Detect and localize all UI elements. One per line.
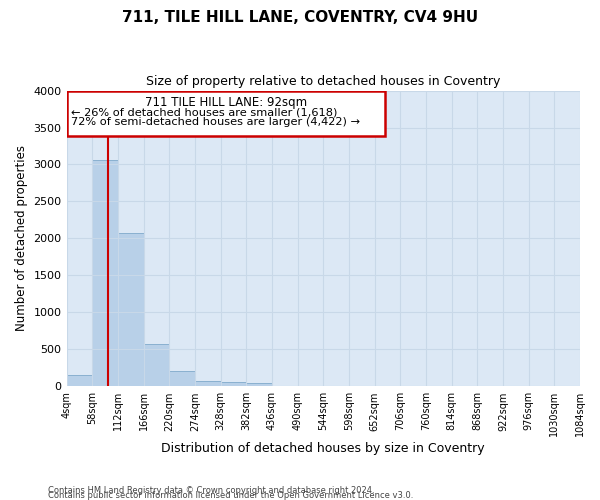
Bar [118, 234, 143, 386]
Text: 711 TILE HILL LANE: 92sqm: 711 TILE HILL LANE: 92sqm [145, 96, 307, 110]
Bar [143, 344, 169, 387]
Text: Contains public sector information licensed under the Open Government Licence v3: Contains public sector information licen… [48, 491, 413, 500]
Bar [195, 381, 221, 386]
Bar [92, 160, 118, 386]
Bar [246, 382, 272, 386]
Title: Size of property relative to detached houses in Coventry: Size of property relative to detached ho… [146, 75, 500, 88]
X-axis label: Distribution of detached houses by size in Coventry: Distribution of detached houses by size … [161, 442, 485, 455]
Bar [169, 371, 195, 386]
Text: 72% of semi-detached houses are larger (4,422) →: 72% of semi-detached houses are larger (… [71, 117, 360, 127]
Bar [67, 375, 92, 386]
Text: ← 26% of detached houses are smaller (1,618): ← 26% of detached houses are smaller (1,… [71, 108, 338, 118]
Text: Contains HM Land Registry data © Crown copyright and database right 2024.: Contains HM Land Registry data © Crown c… [48, 486, 374, 495]
Text: 711, TILE HILL LANE, COVENTRY, CV4 9HU: 711, TILE HILL LANE, COVENTRY, CV4 9HU [122, 10, 478, 25]
Bar [67, 90, 385, 136]
Bar [221, 382, 246, 386]
Y-axis label: Number of detached properties: Number of detached properties [15, 146, 28, 332]
